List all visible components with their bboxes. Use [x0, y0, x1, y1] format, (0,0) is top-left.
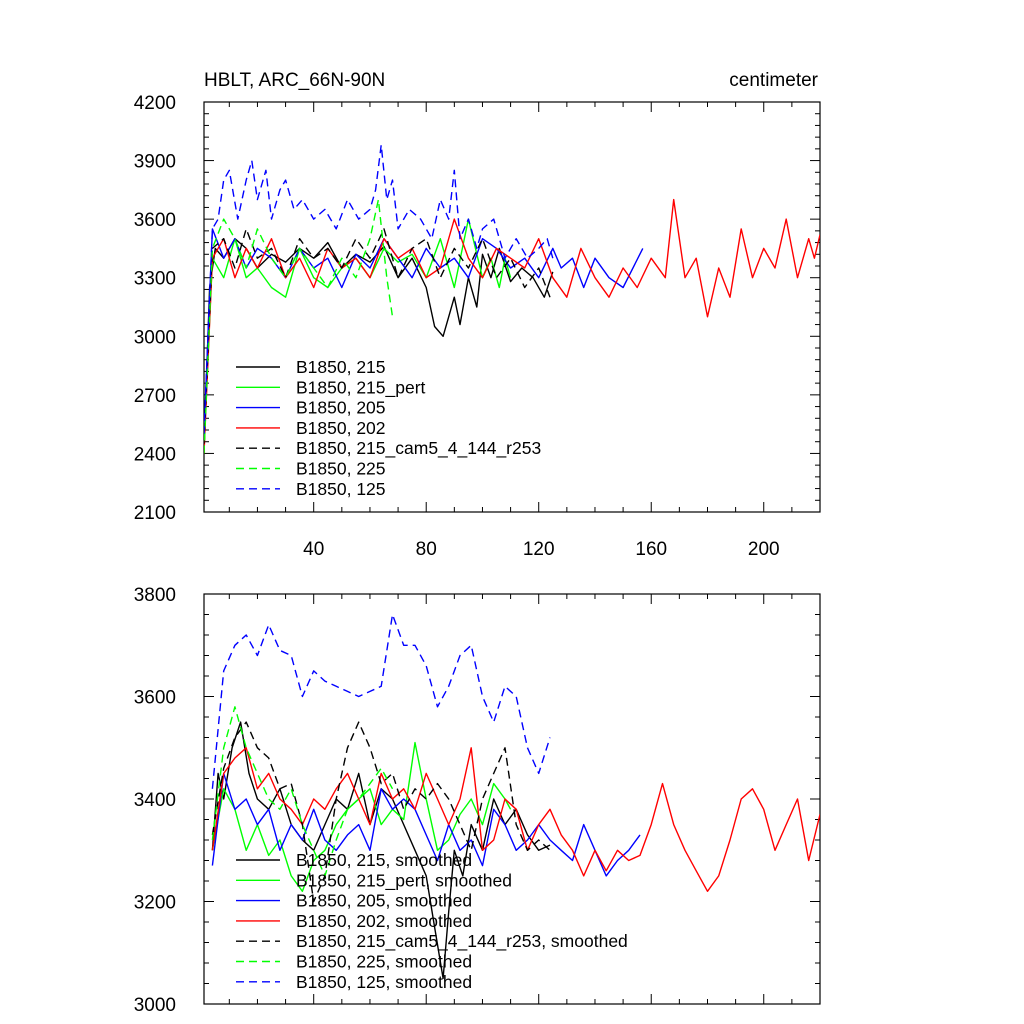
top-panel: HBLT, ARC_66N-90N centimeter 2100 2400 270…: [134, 70, 821, 560]
legend-label: B1850, 215: [296, 357, 386, 377]
legend-label: B1850, 215_cam5_4_144_r253: [296, 438, 541, 459]
y-tick-label: 2700: [134, 386, 176, 407]
y-tick-label: 4200: [134, 93, 176, 114]
series-line: [211, 772, 641, 877]
series-line: [204, 144, 554, 434]
y-tick-label: 2400: [134, 444, 176, 465]
plot-frame: [203, 101, 821, 513]
y-tick-label: 3400: [134, 790, 176, 811]
y-tick-label: 3600: [134, 210, 176, 231]
legend-label: B1850, 215, smoothed: [296, 850, 472, 870]
x-tick-label: 120: [523, 539, 555, 560]
y-tick-label: 3600: [134, 688, 176, 709]
legend-label: B1850, 205: [296, 398, 386, 418]
series-line: [204, 228, 551, 444]
series-line: [211, 613, 551, 789]
legend-label: B1850, 215_pert, smoothed: [296, 870, 512, 891]
units-label: centimeter: [729, 70, 818, 91]
legend-label: B1850, 202, smoothed: [296, 911, 472, 931]
legend-label: B1850, 205, smoothed: [296, 891, 472, 911]
bottom-panel: 3000 3200 3400 3600 3800 B1850, 215, smoothed…: [134, 585, 821, 1016]
y-tick-label: 3000: [134, 995, 176, 1016]
series-group: [204, 144, 820, 454]
x-tick-label: 80: [416, 539, 437, 560]
legend-label: B1850, 215_pert: [296, 377, 426, 398]
legend-label: B1850, 125, smoothed: [296, 972, 472, 992]
legend-label: B1850, 202: [296, 418, 386, 438]
y-tick-label: 3800: [134, 585, 176, 606]
y-tick-label: 3000: [134, 327, 176, 348]
x-tick-label: 200: [748, 539, 780, 560]
series-line: [211, 721, 551, 903]
chart-title: HBLT, ARC_66N-90N: [204, 70, 385, 91]
y-tick-label: 3300: [134, 269, 176, 290]
legend-label: B1850, 225: [296, 459, 386, 479]
series-line: [211, 706, 394, 877]
y-tick-label: 3900: [134, 152, 176, 173]
series-line: [211, 741, 512, 892]
x-tick-label: 40: [303, 539, 324, 560]
series-line: [204, 198, 820, 454]
x-tick-label: 160: [635, 539, 667, 560]
legend-label: B1850, 125: [296, 479, 386, 499]
y-tick-label: 2100: [134, 503, 176, 524]
legend-label: B1850, 215_cam5_4_144_r253, smoothed: [296, 931, 628, 952]
legend-label: B1850, 225, smoothed: [296, 952, 472, 972]
series-line: [204, 198, 394, 454]
series-line: [211, 747, 820, 892]
series-group: [211, 613, 820, 980]
y-tick-label: 3200: [134, 893, 176, 914]
